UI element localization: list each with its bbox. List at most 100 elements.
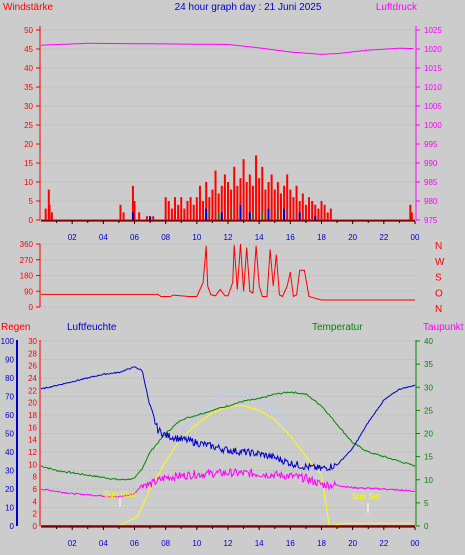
x-tick-label: 20 bbox=[348, 539, 357, 548]
rain-tick-label: 22 bbox=[28, 386, 37, 395]
pressure-tick-label: 975 bbox=[424, 216, 438, 225]
x-tick-label: 12 bbox=[224, 539, 233, 548]
temperature-tick-label: 40 bbox=[424, 337, 433, 346]
humidity-tick-label: 80 bbox=[5, 374, 14, 383]
wind-tick-label: 50 bbox=[24, 26, 33, 35]
rain-tick-label: 8 bbox=[33, 473, 38, 482]
taupunkt-label: Taupunkt bbox=[423, 322, 464, 333]
x-tick-label: 06 bbox=[130, 233, 139, 242]
wind-tick-label: 5 bbox=[29, 197, 34, 206]
pressure-axis-title: Luftdruck bbox=[376, 2, 418, 13]
humidity-tick-label: 50 bbox=[5, 430, 14, 439]
wind-tick-label: 0 bbox=[29, 216, 34, 225]
humidity-tick-label: 20 bbox=[5, 485, 14, 494]
rain-tick-label: 10 bbox=[28, 460, 37, 469]
pressure-tick-label: 1010 bbox=[424, 83, 442, 92]
humidity-tick-label: 30 bbox=[5, 467, 14, 476]
rain-tick-label: 14 bbox=[28, 436, 37, 445]
wind-tick-label: 35 bbox=[24, 83, 33, 92]
temperature-tick-label: 10 bbox=[424, 476, 433, 485]
compass-label: N bbox=[435, 241, 442, 252]
x-tick-label: 12 bbox=[224, 233, 233, 242]
humidity-axis bbox=[16, 340, 18, 526]
x-tick-label: 18 bbox=[317, 233, 326, 242]
rain-tick-label: 30 bbox=[28, 337, 37, 346]
rain-tick-label: 2 bbox=[33, 510, 38, 519]
wind-pressure-panel bbox=[40, 42, 415, 221]
direction-tick-label: 180 bbox=[20, 272, 34, 281]
x-tick-label: 06 bbox=[130, 539, 139, 548]
chart-title: 24 hour graph day : 21 Juni 2025 bbox=[175, 2, 322, 13]
pressure-tick-label: 995 bbox=[424, 140, 438, 149]
x-tick-label: 04 bbox=[99, 539, 108, 548]
compass-label: N bbox=[435, 304, 442, 315]
temperature-tick-label: 15 bbox=[424, 453, 433, 462]
x-tick-label: 10 bbox=[192, 539, 201, 548]
compass-label: O bbox=[435, 288, 443, 299]
humidity-tick-label: 100 bbox=[1, 337, 15, 346]
climate-panel bbox=[40, 366, 416, 527]
wind-direction-panel bbox=[41, 243, 415, 301]
temperature-tick-label: 25 bbox=[424, 406, 433, 415]
rain-tick-label: 18 bbox=[28, 411, 37, 420]
x-tick-label: 08 bbox=[161, 539, 170, 548]
x-tick-label: 02 bbox=[68, 539, 77, 548]
x-tick-label: 10 bbox=[192, 233, 201, 242]
wind-tick-label: 15 bbox=[24, 159, 33, 168]
x-tick-label: 00 bbox=[411, 539, 420, 548]
temperature-tick-label: 0 bbox=[424, 522, 429, 531]
luftfeuchte-label: Luftfeuchte bbox=[67, 322, 117, 333]
temperature-tick-label: 35 bbox=[424, 360, 433, 369]
pressure-tick-label: 1005 bbox=[424, 102, 442, 111]
pressure-tick-label: 980 bbox=[424, 197, 438, 206]
wind-tick-label: 20 bbox=[24, 140, 33, 149]
pressure-tick-label: 990 bbox=[424, 159, 438, 168]
temperatur-label: Temperatur bbox=[312, 322, 363, 333]
wind-tick-label: 10 bbox=[24, 178, 33, 187]
rain-tick-label: 0 bbox=[33, 522, 38, 531]
temperature-line bbox=[40, 391, 416, 481]
x-tick-label: 16 bbox=[286, 539, 295, 548]
pressure-tick-label: 1025 bbox=[424, 26, 442, 35]
x-tick-label: 22 bbox=[379, 539, 388, 548]
pressure-tick-label: 985 bbox=[424, 178, 438, 187]
direction-tick-label: 270 bbox=[20, 256, 34, 265]
humidity-tick-label: 0 bbox=[10, 522, 15, 531]
wind-axis-title: Windstärke bbox=[3, 2, 53, 13]
x-tick-label: 04 bbox=[99, 233, 108, 242]
pressure-tick-label: 1000 bbox=[424, 121, 442, 130]
temperature-tick-label: 30 bbox=[424, 383, 433, 392]
wind-tick-label: 45 bbox=[24, 45, 33, 54]
rain-tick-label: 28 bbox=[28, 349, 37, 358]
x-tick-label: 16 bbox=[286, 233, 295, 242]
direction-tick-label: 0 bbox=[29, 303, 34, 312]
sunrise-label: Sun Rise bbox=[104, 490, 137, 499]
rain-tick-label: 16 bbox=[28, 423, 37, 432]
solar-max-line bbox=[180, 390, 291, 432]
axes-layer: 0510152025303540455097598098599099510001… bbox=[1, 26, 445, 548]
temperature-tick-label: 5 bbox=[424, 499, 429, 508]
rain-tick-label: 24 bbox=[28, 374, 37, 383]
compass-label: W bbox=[435, 257, 445, 268]
humidity-tick-label: 90 bbox=[5, 356, 14, 365]
direction-tick-label: 90 bbox=[24, 287, 33, 296]
compass-label: S bbox=[435, 273, 442, 284]
dewpoint-line bbox=[40, 467, 416, 498]
wind-tick-label: 25 bbox=[24, 121, 33, 130]
humidity-line bbox=[40, 366, 416, 472]
pressure-tick-label: 1015 bbox=[424, 64, 442, 73]
x-tick-label: 00 bbox=[411, 233, 420, 242]
x-tick-label: 20 bbox=[348, 233, 357, 242]
rain-tick-label: 26 bbox=[28, 362, 37, 371]
humidity-tick-label: 10 bbox=[5, 504, 14, 513]
direction-tick-label: 360 bbox=[20, 240, 34, 249]
temperature-tick-label: 20 bbox=[424, 430, 433, 439]
pressure-tick-label: 1020 bbox=[424, 45, 442, 54]
humidity-tick-label: 40 bbox=[5, 448, 14, 457]
sunset-label: Sun Set bbox=[352, 492, 381, 501]
x-tick-label: 22 bbox=[379, 233, 388, 242]
rain-tick-label: 12 bbox=[28, 448, 37, 457]
x-tick-label: 18 bbox=[317, 539, 326, 548]
wind-direction-line bbox=[41, 243, 415, 301]
